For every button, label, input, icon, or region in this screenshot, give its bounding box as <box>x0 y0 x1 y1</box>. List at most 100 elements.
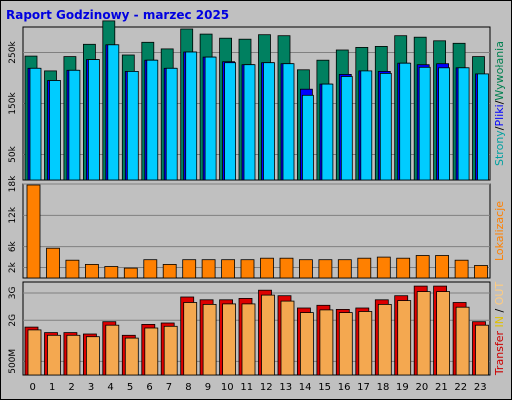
bar-lokalizacje-21 <box>435 255 450 279</box>
bar-lokalizacje-6 <box>143 259 158 279</box>
bar-out-4 <box>105 324 120 376</box>
transfer-panel-ytick-label: 500M <box>8 349 18 374</box>
bar-lokalizacje-12 <box>260 257 274 279</box>
bar-out-13 <box>280 300 295 376</box>
x-tick-label: 19 <box>396 382 409 393</box>
bar-out-16 <box>338 312 353 376</box>
x-tick-label: 8 <box>185 382 191 393</box>
x-tick-label: 20 <box>416 382 429 393</box>
bar-strony-9 <box>204 56 217 181</box>
bar-out-15 <box>319 309 334 376</box>
bar-out-8 <box>183 302 198 376</box>
transfer-panel-axis-label-part: IN <box>493 316 506 327</box>
requests-panel-ytick-label: 250k <box>8 41 18 64</box>
bar-strony-17 <box>360 70 373 181</box>
x-tick-label: 15 <box>318 382 331 393</box>
bar-strony-12 <box>263 62 275 181</box>
x-tick-label: 10 <box>221 382 234 393</box>
bar-lokalizacje-20 <box>415 255 430 279</box>
bar-lokalizacje-19 <box>396 257 411 279</box>
bar-strony-13 <box>282 63 295 181</box>
bar-out-0 <box>27 329 42 376</box>
bar-out-9 <box>202 303 217 376</box>
bar-strony-3 <box>88 59 100 181</box>
requests-panel-axis-label-part: Strony <box>493 130 506 166</box>
transfer-panel-axis-label-part: / <box>493 305 506 316</box>
transfer-panel-plot-area <box>22 281 491 376</box>
requests-panel-axis-label-part: / <box>493 126 506 130</box>
bar-strony-6 <box>146 59 159 181</box>
requests-panel-ytick-label: 50k <box>8 145 18 162</box>
x-tick-label: 18 <box>377 382 390 393</box>
x-tick-label: 13 <box>279 382 292 393</box>
bar-lokalizacje-22 <box>454 259 469 279</box>
bar-lokalizacje-0 <box>26 184 41 279</box>
bar-strony-0 <box>29 67 42 181</box>
bar-lokalizacje-4 <box>104 266 119 279</box>
bar-strony-14 <box>301 94 314 181</box>
bar-out-12 <box>261 294 275 376</box>
requests-panel-axis-label-part: / <box>493 100 506 104</box>
transfer-panel-axis-label: Transfer IN / OUT <box>493 282 506 377</box>
x-tick-label: 7 <box>166 382 172 393</box>
bar-out-7 <box>163 325 178 376</box>
requests-panel-axis-label-part: Pliki <box>493 104 506 126</box>
bar-strony-7 <box>165 67 178 181</box>
x-tick-label: 21 <box>435 382 448 393</box>
bar-out-14 <box>299 312 314 376</box>
x-tick-label: 9 <box>205 382 211 393</box>
bar-out-23 <box>475 324 489 376</box>
bar-strony-20 <box>418 66 431 181</box>
x-tick-label: 6 <box>146 382 152 393</box>
bar-strony-2 <box>68 69 81 181</box>
bar-lokalizacje-8 <box>182 259 197 279</box>
bar-strony-16 <box>340 76 353 181</box>
bar-strony-5 <box>126 71 139 181</box>
bar-lokalizacje-18 <box>376 256 391 279</box>
bar-strony-19 <box>399 62 412 181</box>
x-tick-label: 17 <box>357 382 370 393</box>
bar-strony-8 <box>185 51 198 181</box>
x-tick-label: 22 <box>454 382 467 393</box>
visits-panel-ytick-label: 12k <box>8 206 18 223</box>
x-tick-label: 2 <box>68 382 74 393</box>
requests-panel-axis-label: Strony/Pliki/Wywołania <box>493 41 506 166</box>
bar-lokalizacje-13 <box>279 257 294 279</box>
visits-panel-ytick-label: 6k <box>8 240 18 252</box>
bar-strony-4 <box>107 44 120 181</box>
transfer-panel-axis-label-part: Transfer <box>493 330 506 376</box>
bar-lokalizacje-23 <box>474 265 488 279</box>
transfer-panel-ytick-label: 3G <box>8 287 18 300</box>
bar-strony-10 <box>224 62 237 181</box>
bar-strony-1 <box>49 80 61 181</box>
bar-lokalizacje-1 <box>46 247 60 279</box>
bar-out-2 <box>66 334 81 376</box>
bar-lokalizacje-16 <box>337 259 352 279</box>
bar-out-19 <box>397 300 412 376</box>
visits-panel-ytick-label: 18k <box>8 175 18 192</box>
bar-strony-18 <box>379 73 392 181</box>
requests-panel-ytick-label: 150k <box>8 92 18 115</box>
bar-out-21 <box>436 291 451 376</box>
bar-strony-15 <box>321 83 334 181</box>
bar-lokalizacje-5 <box>123 267 138 279</box>
x-tick-label: 23 <box>474 382 487 393</box>
bar-out-1 <box>47 334 61 376</box>
bar-out-20 <box>416 291 431 376</box>
bar-out-5 <box>124 337 139 376</box>
bar-out-22 <box>455 306 470 376</box>
bar-out-3 <box>86 336 100 376</box>
bar-lokalizacje-14 <box>298 259 313 279</box>
x-tick-label: 16 <box>338 382 351 393</box>
visits-panel-ytick-label: 2k <box>8 261 18 273</box>
transfer-panel-axis-label-part: OUT <box>493 282 506 306</box>
x-tick-label: 12 <box>260 382 273 393</box>
bar-lokalizacje-10 <box>221 259 236 279</box>
visits-panel-plot-area <box>22 183 491 279</box>
bar-lokalizacje-9 <box>201 259 216 279</box>
bar-lokalizacje-11 <box>240 259 255 279</box>
bar-strony-11 <box>243 64 256 181</box>
requests-panel-axis-label-part: Wywołania <box>493 41 506 101</box>
bar-strony-22 <box>457 67 470 181</box>
